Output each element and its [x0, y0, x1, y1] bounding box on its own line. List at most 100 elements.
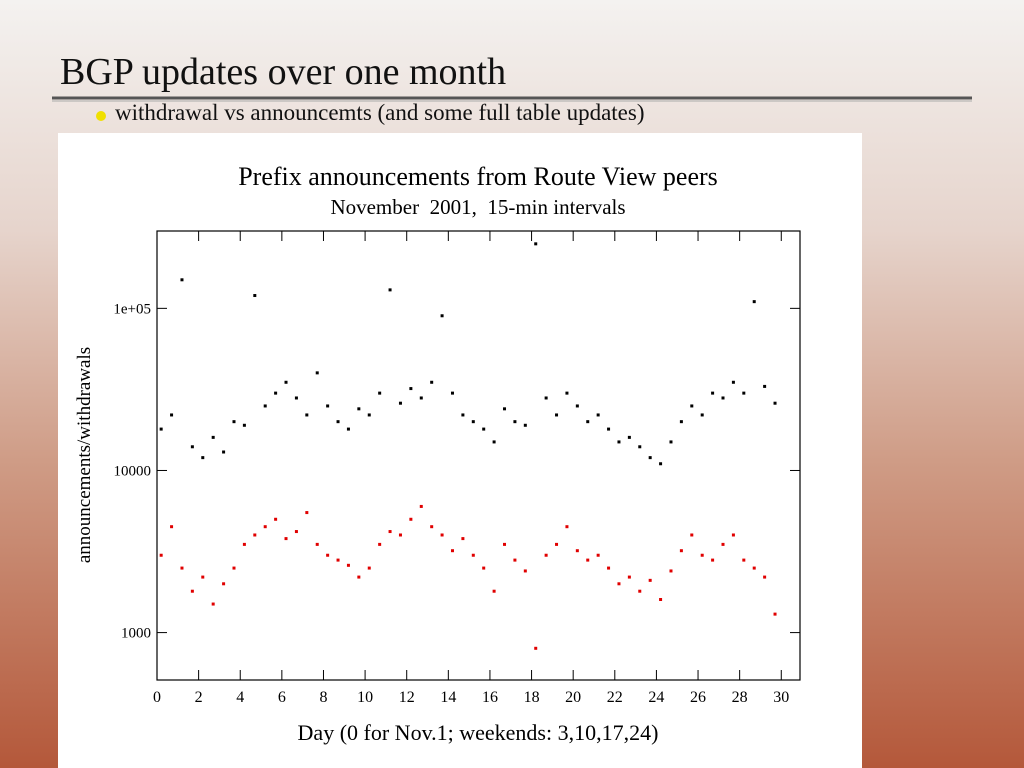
data-point: [326, 404, 330, 408]
data-point: [294, 530, 298, 534]
data-point: [232, 420, 236, 424]
chart-subtitle: November 2001, 15-min intervals: [330, 195, 625, 219]
data-point: [742, 391, 746, 395]
data-point: [190, 589, 194, 593]
data-point: [388, 288, 392, 292]
x-tick-label: 30: [773, 689, 789, 706]
data-point: [544, 396, 548, 400]
data-point: [669, 440, 673, 444]
data-point: [690, 404, 694, 408]
data-point: [430, 525, 434, 529]
data-point: [721, 542, 725, 546]
data-point: [357, 575, 361, 579]
data-point: [596, 413, 600, 417]
data-point: [669, 569, 673, 573]
data-point: [461, 537, 465, 541]
data-point: [242, 423, 246, 427]
data-point: [222, 582, 226, 586]
data-point: [326, 553, 330, 557]
data-point: [565, 391, 569, 395]
data-point: [773, 401, 777, 405]
data-point: [263, 525, 267, 529]
data-point: [440, 533, 444, 537]
y-axis-label: announcements/withdrawals: [74, 347, 95, 563]
data-point: [284, 380, 288, 384]
data-point: [409, 517, 413, 521]
x-tick-label: 20: [565, 689, 581, 706]
data-point: [752, 566, 756, 570]
data-point: [575, 549, 579, 553]
data-point: [378, 391, 382, 395]
data-point: [367, 413, 371, 417]
data-point: [513, 420, 517, 424]
data-point: [721, 396, 725, 400]
data-point: [274, 517, 278, 521]
data-point: [607, 566, 611, 570]
data-point: [679, 549, 683, 553]
data-point: [211, 435, 215, 439]
data-point: [180, 278, 184, 282]
data-point: [627, 435, 631, 439]
data-point: [315, 542, 319, 546]
data-point: [419, 396, 423, 400]
chart-panel: [58, 133, 862, 768]
data-point: [544, 553, 548, 557]
data-point: [398, 533, 402, 537]
data-point: [617, 582, 621, 586]
data-point: [700, 553, 704, 557]
x-tick-label: 10: [357, 689, 373, 706]
data-point: [170, 413, 174, 417]
data-point: [450, 391, 454, 395]
plot-marks: 0 2 4 6 8 10 12 14 16 18 20 22 24 26 28 301000100001e+0…: [113, 231, 800, 706]
data-point: [731, 533, 735, 537]
data-point: [523, 569, 527, 573]
data-point: [263, 404, 267, 408]
data-point: [565, 525, 569, 529]
data-point: [409, 387, 413, 391]
data-point: [763, 575, 767, 579]
data-point: [523, 423, 527, 427]
data-point: [773, 612, 777, 616]
bullet-text: withdrawal vs announcemts (and some full…: [115, 100, 645, 125]
data-point: [201, 575, 205, 579]
data-point: [378, 542, 382, 546]
data-point: [336, 420, 340, 424]
data-point: [492, 589, 496, 593]
chart-title: Prefix announcements from Route View pee…: [238, 162, 718, 191]
x-tick-label: 18: [524, 689, 540, 706]
x-tick-label: 4: [236, 689, 244, 706]
x-tick-label: 2: [195, 689, 203, 706]
plot-frame: [156, 230, 801, 681]
data-point: [492, 440, 496, 444]
data-point: [659, 462, 663, 466]
data-point: [211, 602, 215, 606]
y-tick-label: 1000: [121, 626, 151, 642]
data-point: [763, 384, 767, 388]
data-point: [690, 533, 694, 537]
data-point: [201, 456, 205, 460]
data-point: [170, 525, 174, 529]
data-point: [586, 558, 590, 562]
data-point: [648, 578, 652, 582]
x-axis-label: Day (0 for Nov.1; weekends: 3,10,17,24): [298, 720, 659, 745]
data-point: [596, 553, 600, 557]
data-point: [482, 427, 486, 431]
data-point: [627, 575, 631, 579]
data-point: [159, 553, 163, 557]
data-point: [679, 420, 683, 424]
x-tick-label: 16: [482, 689, 498, 706]
data-point: [253, 294, 257, 298]
data-point: [659, 597, 663, 601]
data-point: [731, 380, 735, 384]
data-point: [471, 553, 475, 557]
data-point: [398, 401, 402, 405]
data-point: [586, 420, 590, 424]
data-point: [440, 314, 444, 318]
data-point: [534, 242, 538, 246]
x-tick-label: 0: [153, 689, 161, 706]
data-point: [357, 407, 361, 411]
data-point: [159, 427, 163, 431]
x-tick-label: 22: [607, 689, 623, 706]
data-point: [503, 542, 507, 546]
